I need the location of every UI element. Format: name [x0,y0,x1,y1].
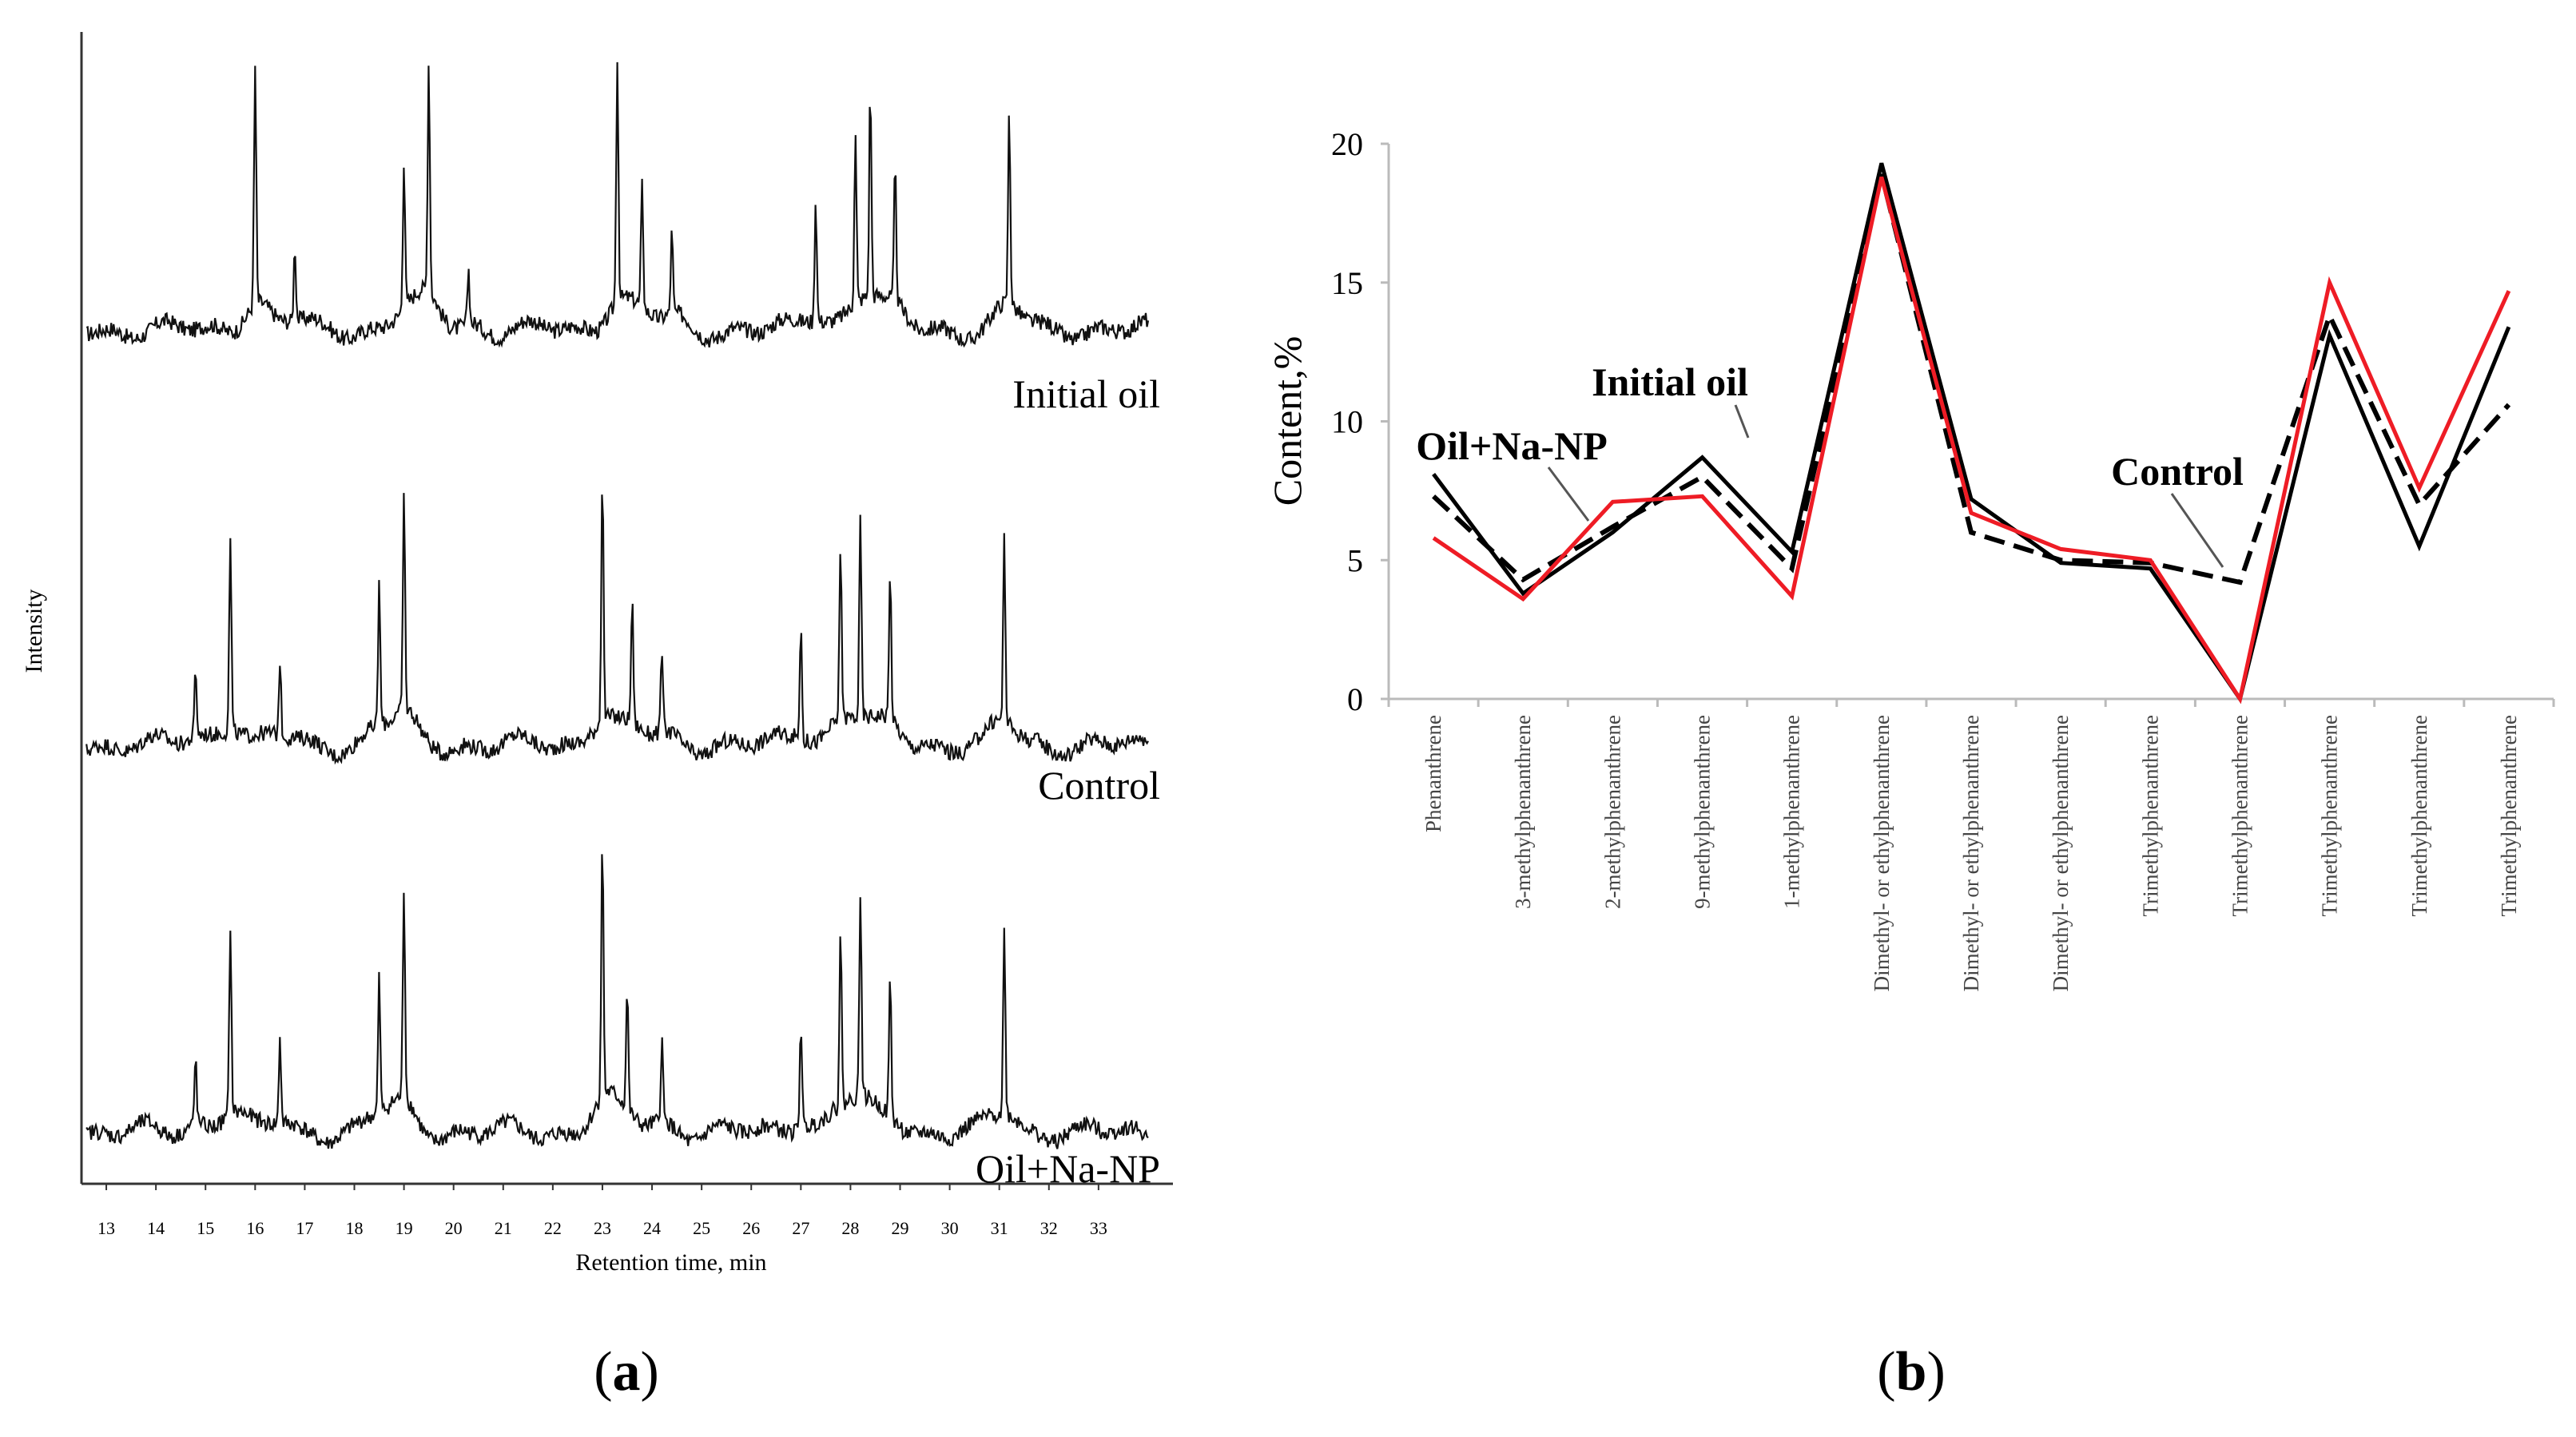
chromatogram-x-tick-label: 26 [742,1218,760,1238]
panel-a-caption: (a) [594,1341,659,1403]
content-y-ticks: 0 5 10 15 20 [1331,126,1389,717]
trace-label-initial-oil: Initial oil [1012,371,1160,416]
chromatogram-x-tick-label: 14 [147,1218,165,1238]
content-category-label: Trimethylphenanthrene [2318,715,2342,916]
chromatogram-x-tick-label: 33 [1090,1218,1107,1238]
chromatogram-x-tick-label: 15 [197,1218,214,1238]
series-line-control [1432,173,2511,586]
content-y-tick-label: 5 [1347,542,1363,578]
chromatogram-x-tick-label: 23 [594,1218,611,1238]
annotation-initial-oil: Initial oil [1592,359,1748,404]
chromatogram-trace-control [85,493,1149,765]
series-line-oil-na-np [1432,177,2511,705]
content-y-axis-title: Content,% [1265,336,1310,506]
chromatogram-trace-initial-oil [85,62,1150,348]
content-category-label: 1-methylphenanthrene [1780,715,1804,909]
annotation-leader-oil-na-np [1547,466,1590,522]
chromatogram-x-tick-label: 19 [396,1218,413,1238]
content-x-ticks: Phenanthrene 3-methylphenanthrene 2-methyl… [1387,699,2555,991]
chromatogram-traces [85,62,1150,1149]
content-series-lines [1432,162,2511,705]
trace-label-oil-na-np: Oil+Na-NP [976,1146,1160,1191]
content-category-label: Dimethyl- or ethylphenanthrene [2049,715,2073,991]
chromatogram-x-ticks: 13 14 15 16 17 18 19 20 21 22 23 24 25 26 27 28 29 30 31 32… [97,1184,1107,1238]
content-y-tick-label: 15 [1331,265,1363,301]
content-annotations: Initial oil Oil+Na-NP Control [1416,359,2244,568]
content-category-label: 3-methylphenanthrene [1511,715,1535,909]
chromatogram-x-tick-label: 24 [643,1218,661,1238]
trace-label-control: Control [1038,763,1160,808]
chromatogram-x-tick-label: 13 [97,1218,115,1238]
chromatogram-x-tick-label: 22 [544,1218,562,1238]
chromatogram-x-tick-label: 30 [941,1218,959,1238]
series-line-initial-oil [1432,162,2511,705]
content-category-label: 2-methylphenanthrene [1600,715,1624,909]
chromatogram-x-tick-label: 32 [1040,1218,1058,1238]
content-chart-panel: 0 5 10 15 20 Phenanthrene 3-methylphenanthren… [1265,126,2555,1403]
content-y-tick-label: 20 [1331,126,1363,162]
annotation-control: Control [2111,449,2244,494]
chromatogram-x-tick-label: 27 [792,1218,809,1238]
content-category-label: 9-methylphenanthrene [1691,715,1715,909]
content-y-tick-label: 10 [1331,404,1363,440]
annotation-oil-na-np: Oil+Na-NP [1416,423,1608,468]
content-category-label: Dimethyl- or ethylphenanthrene [1870,715,1894,991]
annotation-leader-initial-oil [1734,404,1750,439]
chromatogram-y-axis-title: Intensity [21,589,47,673]
chromatogram-x-tick-label: 18 [346,1218,364,1238]
chromatogram-x-tick-label: 25 [693,1218,710,1238]
chromatogram-x-axis-title: Retention time, min [575,1249,766,1276]
annotation-leader-control [2170,493,2224,568]
chromatogram-trace-oil-na-np [85,854,1149,1149]
chromatogram-x-tick-label: 28 [841,1218,859,1238]
chromatogram-x-tick-label: 31 [991,1218,1008,1238]
chromatogram-x-tick-label: 16 [246,1218,264,1238]
content-y-tick-label: 0 [1347,681,1363,717]
content-category-label: Trimethylphenanthrene [2228,715,2252,916]
chromatogram-x-tick-label: 17 [296,1218,313,1238]
chromatogram-x-tick-label: 21 [495,1218,512,1238]
content-category-label: Trimethylphenanthrene [2497,715,2521,916]
content-category-label: Dimethyl- or ethylphenanthrene [1959,715,1983,991]
panel-b-caption: (b) [1877,1341,1946,1403]
content-category-label: Phenanthrene [1421,715,1445,832]
chromatogram-panel: 13 14 15 16 17 18 19 20 21 22 23 24 25 26 27 28 29 30 31 32… [21,32,1173,1403]
chromatogram-x-tick-label: 29 [892,1218,909,1238]
content-category-label: Trimethylphenanthrene [2407,715,2431,916]
chromatogram-x-tick-label: 20 [445,1218,463,1238]
content-category-label: Trimethylphenanthrene [2138,715,2162,916]
